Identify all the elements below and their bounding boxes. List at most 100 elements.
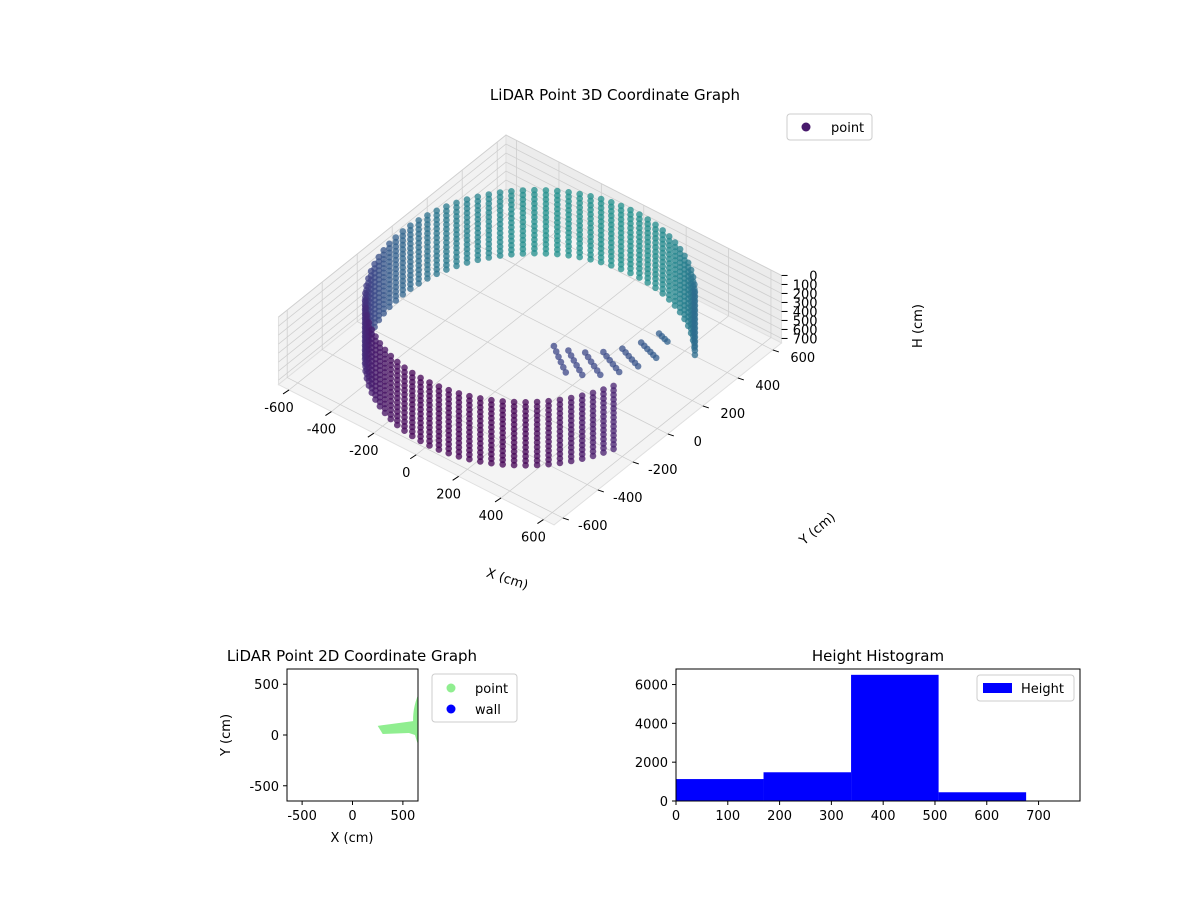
legend-2d-label-point: point (475, 682, 508, 697)
legend-histogram-label: Height (1021, 682, 1064, 697)
point-marker (443, 266, 450, 273)
point-marker (589, 452, 597, 460)
x-tick-label-2d: 500 (390, 809, 415, 824)
x-tick-label-hist: 300 (819, 809, 844, 824)
point-marker (587, 255, 594, 263)
point-marker (655, 330, 663, 337)
point-marker (567, 352, 575, 359)
point-marker (627, 269, 634, 277)
histogram-title: Height Histogram (812, 647, 944, 665)
chart-3d-title: LiDAR Point 3D Coordinate Graph (490, 86, 740, 104)
point-marker (474, 256, 482, 264)
y-tick-label-2d: 0 (271, 729, 279, 744)
legend-histogram-box (976, 674, 1075, 702)
y-tick-label: 600 (790, 351, 815, 366)
y-tick-label-hist: 6000 (635, 679, 668, 694)
x-gridline (416, 205, 645, 456)
point-marker (565, 347, 572, 354)
point-marker (466, 455, 473, 463)
y-gridline (356, 254, 633, 463)
point-marker (409, 432, 416, 440)
point-marker (556, 459, 564, 467)
z-tick-label: 100 (793, 278, 818, 293)
z-tick-label: 600 (793, 323, 818, 338)
point-marker (565, 252, 572, 259)
y-tick (702, 405, 709, 409)
x-gridline (543, 270, 772, 520)
x-tick-label-2d: 0 (348, 809, 356, 824)
z-tick-label: 200 (793, 287, 818, 302)
point-marker (433, 270, 441, 278)
x-tick-label-hist: 100 (715, 809, 740, 824)
point-marker (671, 302, 679, 309)
point-marker (570, 357, 578, 364)
point-marker (394, 421, 401, 429)
point-marker (637, 339, 645, 346)
point-marker (555, 353, 562, 361)
point-marker (435, 446, 443, 453)
x-tick-label: -600 (264, 401, 294, 416)
z-gridline (278, 161, 782, 345)
point-marker (407, 285, 414, 293)
point-marker (488, 459, 495, 467)
point-disc (377, 695, 418, 744)
y-tick-label: -200 (648, 463, 678, 478)
point-marker (576, 366, 583, 374)
point-marker (508, 251, 515, 258)
chart-2d-title: LiDAR Point 2D Coordinate Graph (227, 647, 477, 665)
point-marker (417, 437, 424, 445)
y-tick-label: 200 (720, 407, 745, 422)
x-tick (325, 411, 332, 416)
x-tick-label: 600 (521, 531, 546, 546)
point-marker (573, 362, 580, 369)
x-tick (409, 454, 417, 460)
y-tick-label-hist: 0 (660, 795, 668, 810)
y-tick (597, 489, 604, 493)
plot-area-2d (377, 695, 418, 744)
point-marker (579, 371, 586, 379)
axes-frame-histogram (675, 668, 1081, 802)
y-tick-label: -400 (613, 491, 643, 506)
point-marker (522, 462, 529, 469)
z-gridline (278, 143, 782, 327)
x-axis-label-2d: X (cm) (331, 831, 374, 846)
point-marker (542, 250, 550, 257)
point-marker (608, 262, 615, 269)
point-marker (485, 254, 493, 261)
point-marker (600, 449, 607, 456)
z-tick-label: 700 (793, 332, 818, 347)
point-marker (424, 275, 431, 282)
histogram-bars (676, 674, 1027, 801)
legend-3d-label: point (831, 121, 864, 136)
x-tick-label: -400 (307, 423, 337, 438)
y-axis-label-2d: Y (cm) (219, 714, 234, 757)
y-tick (772, 349, 779, 353)
z-tick-label: 400 (793, 305, 818, 320)
point-marker (610, 445, 617, 453)
x-tick-label-2d: -500 (287, 809, 317, 824)
point-marker (545, 460, 552, 468)
x-tick (452, 475, 459, 481)
point-marker (597, 258, 605, 266)
y-tick (737, 377, 744, 381)
histogram-bar (938, 792, 1027, 801)
tick-labels-histogram: 0 100 200 300 400 500 600 700 0 2000 4000 6000 (635, 679, 1051, 824)
point-marker (567, 457, 575, 465)
tick-labels-2d: -500 0 500 500 0 -500 (249, 678, 415, 824)
x-tick-label-hist: 200 (767, 809, 792, 824)
x-tick-label-hist: 600 (974, 809, 999, 824)
y-tick-label: 0 (694, 435, 702, 450)
x-tick-label-hist: 0 (672, 809, 680, 824)
point-marker (399, 291, 407, 298)
point-marker (636, 274, 643, 281)
point-marker (557, 358, 565, 366)
point-marker (533, 461, 541, 469)
point-marker (562, 369, 570, 376)
point-marker (392, 297, 400, 304)
point-marker (644, 279, 651, 286)
legend-2d: point wall (431, 673, 518, 723)
point-marker (581, 349, 589, 356)
point-marker (426, 442, 433, 449)
